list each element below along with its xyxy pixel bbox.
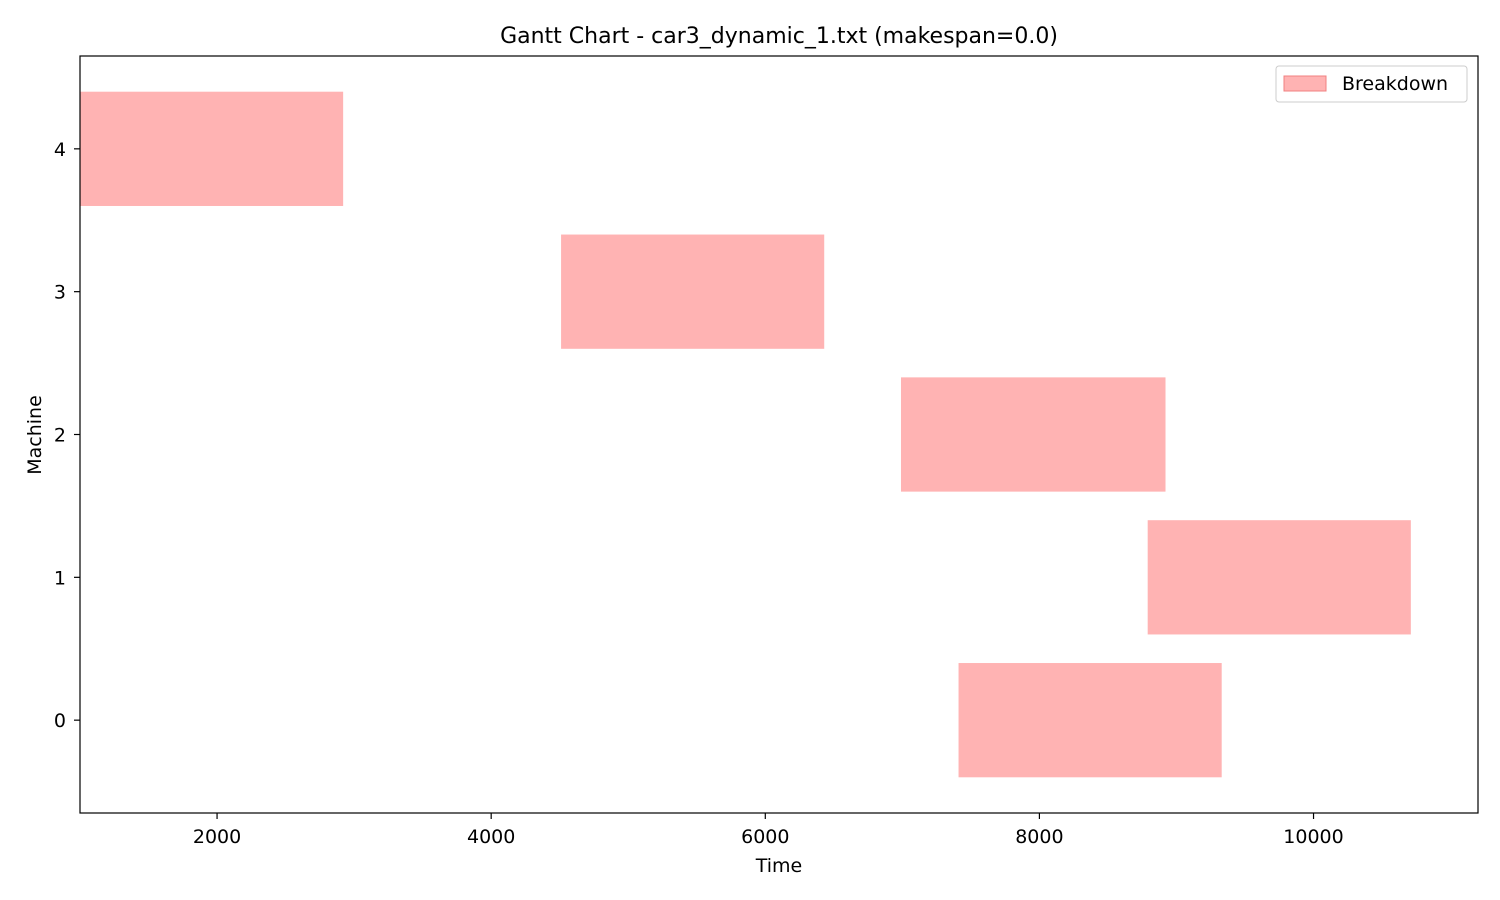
breakdown-bar-machine-4 [80, 91, 344, 206]
y-axis-label: Machine [24, 395, 46, 475]
y-tick-label: 2 [54, 425, 66, 447]
y-tick-label: 3 [54, 282, 66, 304]
legend: Breakdown [1275, 65, 1468, 103]
x-tick-label: 8000 [1015, 826, 1063, 848]
x-tick-label: 2000 [193, 826, 241, 848]
legend-swatch-breakdown [1283, 75, 1327, 92]
bars-layer [80, 91, 1411, 778]
y-axis: 0 1 2 3 4 [54, 139, 80, 732]
x-axis: 2000 4000 6000 8000 10000 [193, 813, 1344, 848]
legend-box [1275, 65, 1468, 103]
breakdown-bar-machine-0 [958, 663, 1222, 778]
x-tick-label: 6000 [741, 826, 789, 848]
x-tick-label: 4000 [467, 826, 515, 848]
legend-label-breakdown: Breakdown [1342, 73, 1448, 95]
x-tick-label: 10000 [1283, 826, 1343, 848]
y-tick-label: 0 [54, 710, 66, 732]
chart-title: Gantt Chart - car3_dynamic_1.txt (makesp… [500, 24, 1058, 49]
breakdown-bar-machine-2 [900, 377, 1166, 492]
x-axis-label: Time [755, 855, 803, 877]
breakdown-bar-machine-1 [1147, 520, 1411, 635]
breakdown-bar-machine-3 [561, 234, 825, 349]
y-tick-label: 1 [54, 567, 66, 589]
y-tick-label: 4 [54, 139, 66, 161]
